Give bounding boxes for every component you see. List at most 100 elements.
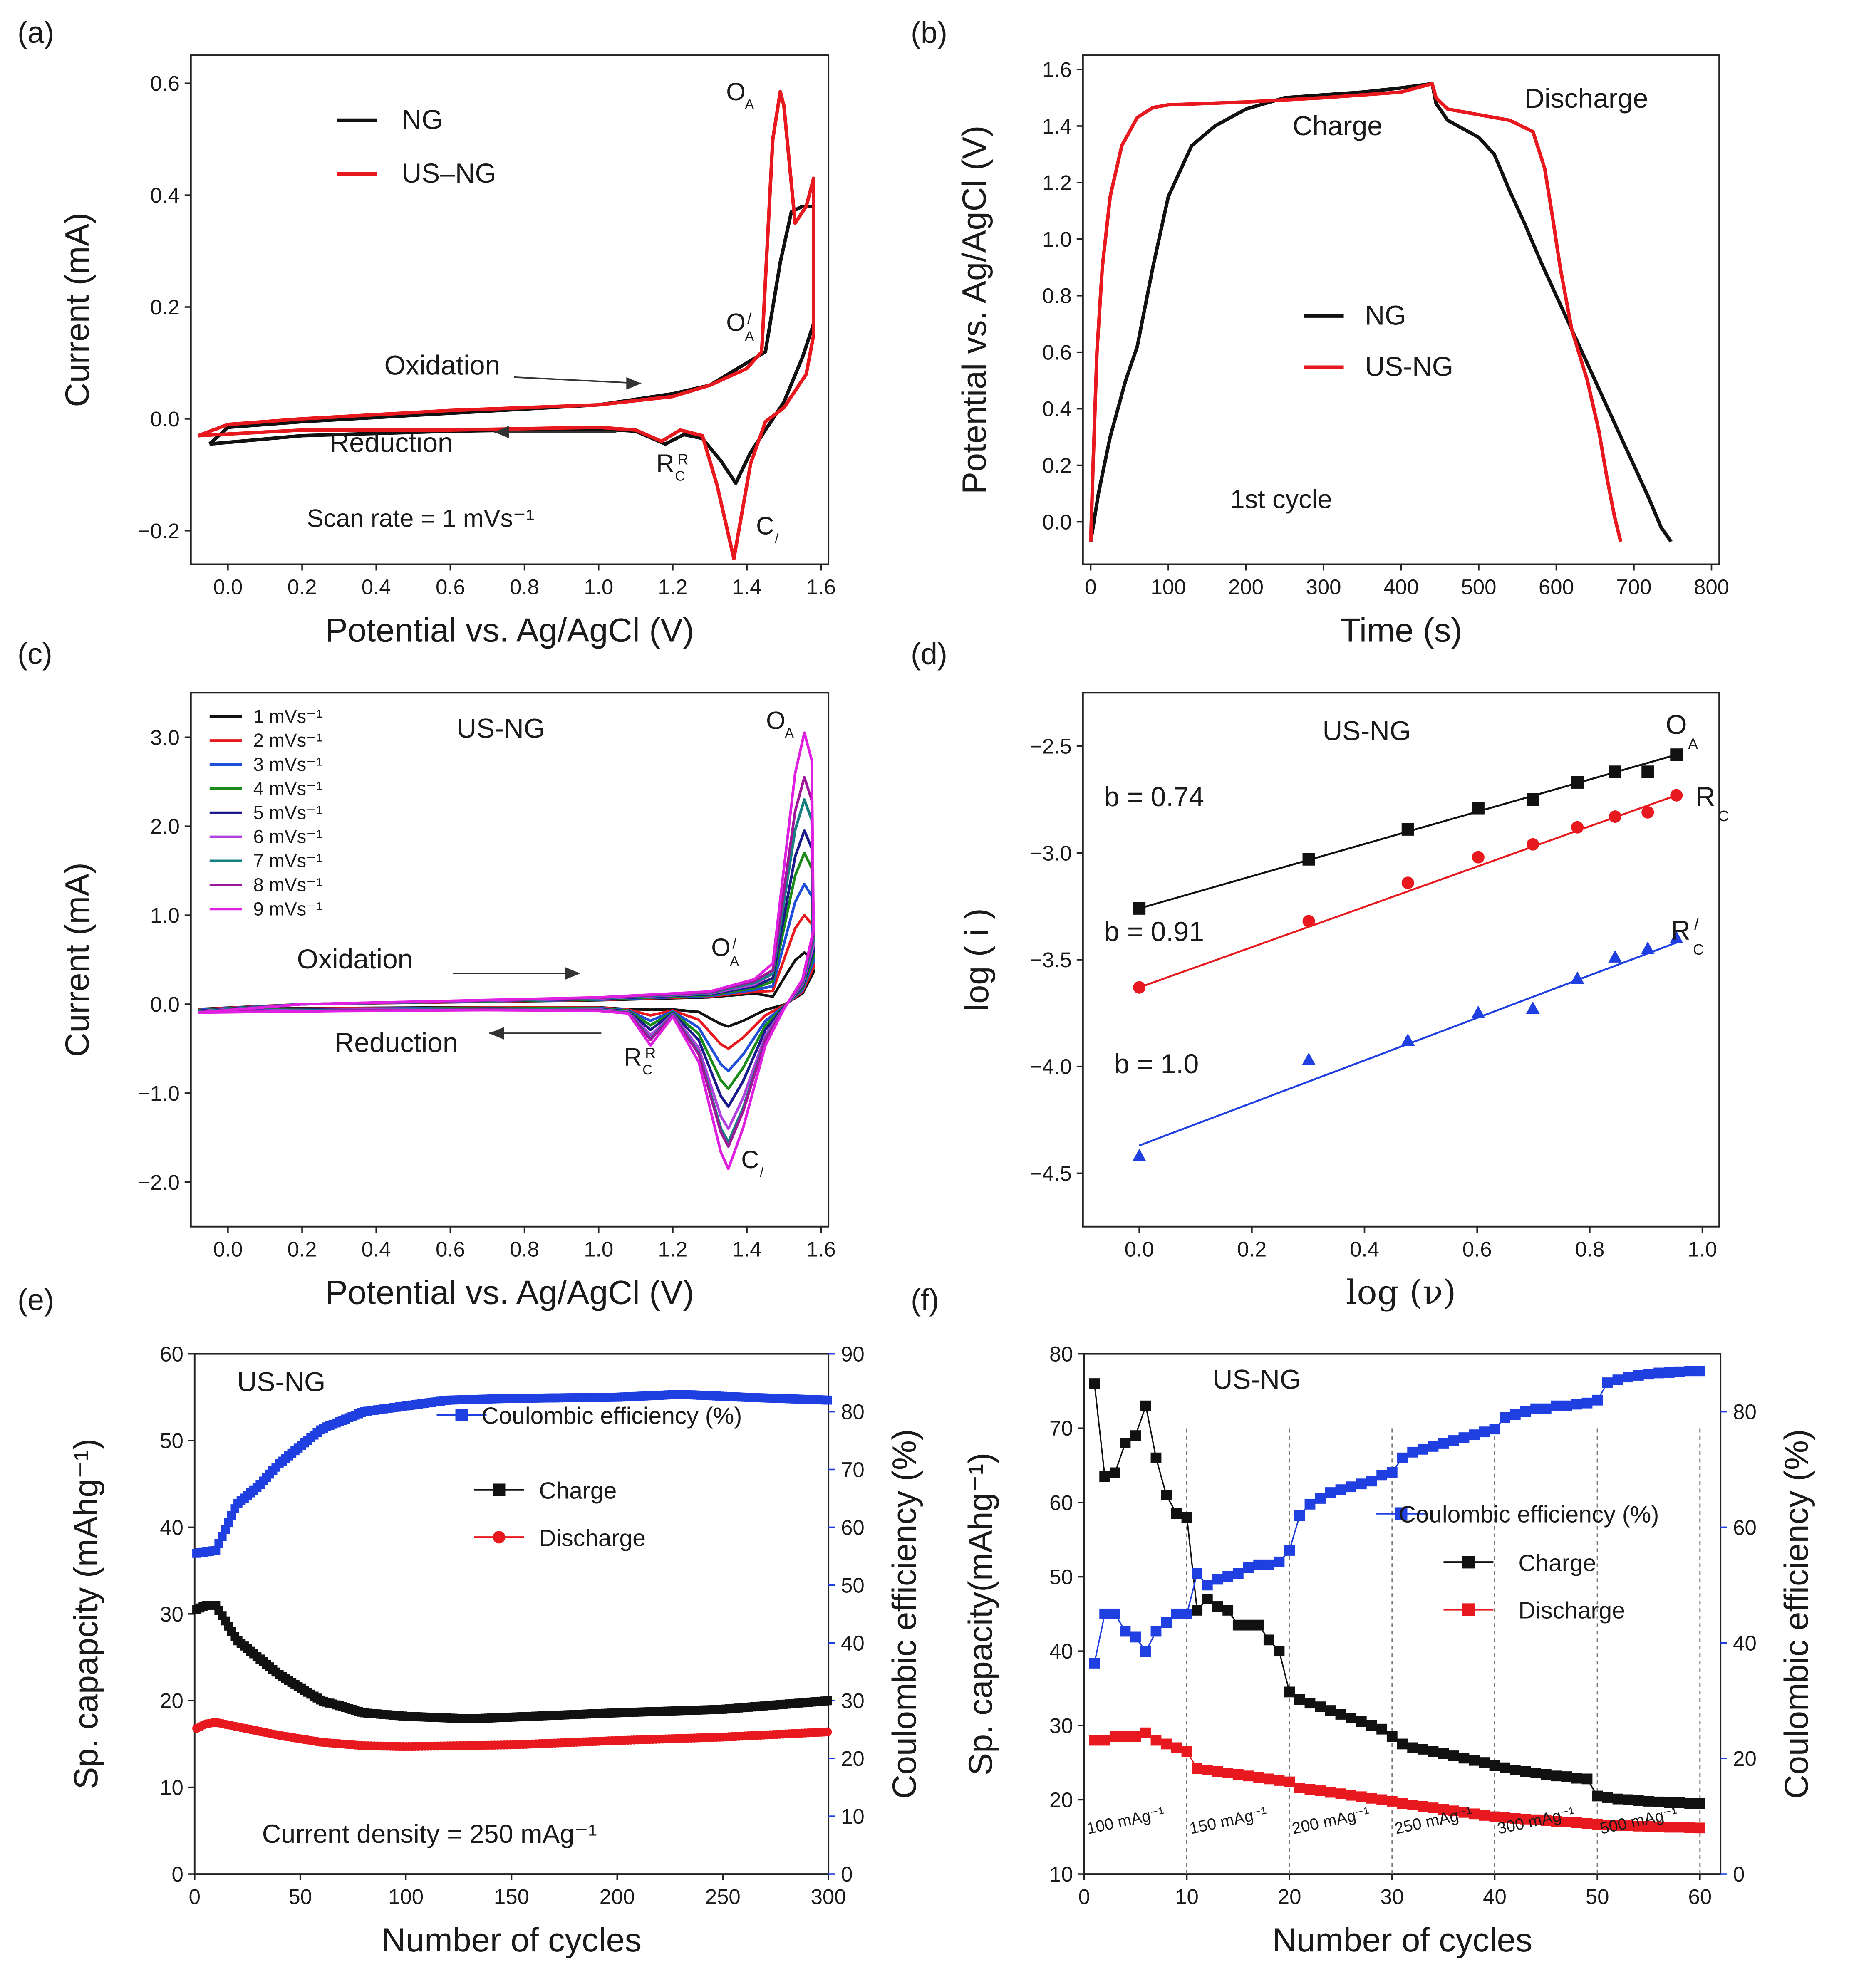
x-tick-label: 40: [1483, 1885, 1507, 1909]
data-point-R_C': [1526, 1001, 1540, 1014]
x-tick-label: 0.0: [213, 1238, 243, 1261]
data-point-Coulombic efficiency (%): [1109, 1608, 1120, 1619]
data-point-Discharge: [1623, 1820, 1634, 1831]
chart-title: US-NG: [1323, 715, 1411, 746]
peak-label-sub: C: [675, 468, 685, 484]
chart-title: US-NG: [1213, 1364, 1301, 1395]
panel-label: (b): [911, 16, 947, 50]
peak-label-sub: /: [732, 935, 736, 952]
x-axis-title: Potential vs. Ag/AgCl (V): [325, 612, 694, 649]
data-point-Coulombic efficiency (%): [1581, 1397, 1593, 1409]
x-tick-label: 100: [388, 1885, 424, 1909]
data-point-R_C': [1669, 931, 1683, 943]
data-point-Discharge: [1428, 1802, 1439, 1813]
data-point-Discharge: [1581, 1818, 1593, 1829]
data-point-Coulombic efficiency (%): [1356, 1478, 1367, 1490]
data-point-Coulombic efficiency (%): [1663, 1367, 1675, 1378]
y-tick-label: −4.0: [1030, 1055, 1072, 1079]
data-point-Discharge: [1592, 1819, 1603, 1830]
data-point-Discharge: [1530, 1814, 1542, 1825]
data-point-Coulombic efficiency (%): [1530, 1403, 1542, 1414]
data-point-Coulombic efficiency (%): [1212, 1574, 1223, 1585]
plot-frame: [1083, 1353, 1722, 1875]
x-tick-label: 0.8: [1575, 1238, 1604, 1261]
data-point-Discharge: [1346, 1790, 1357, 1801]
peak-label: O: [726, 78, 746, 106]
fit-label: b = 0.74: [1104, 781, 1204, 812]
x-tick-label: 200: [1228, 575, 1264, 599]
y-tick-label: −2.5: [1030, 735, 1072, 758]
data-point-Charge: [1540, 1769, 1552, 1780]
y-tick-label: 0.0: [150, 993, 180, 1016]
x-tick-label: 0.2: [288, 1238, 317, 1261]
data-point-Discharge: [1099, 1735, 1110, 1746]
data-point-Discharge: [1243, 1770, 1254, 1782]
peak-label-sub: /: [747, 310, 751, 327]
data-point-Charge: [1181, 1512, 1192, 1523]
data-point-Discharge: [1315, 1785, 1326, 1796]
data-point-Charge: [1120, 1438, 1131, 1448]
data-point-Discharge: [1181, 1746, 1192, 1757]
data-point-R_C: [1609, 810, 1621, 823]
data-point-Charge: [1469, 1755, 1480, 1766]
y2-tick-label: 30: [841, 1689, 865, 1713]
y-tick-label: 0.6: [1042, 341, 1072, 364]
data-point-Charge: [1694, 1798, 1705, 1809]
data-point-Coulombic efficiency (%): [1397, 1452, 1408, 1463]
legend-label: 1 mVs⁻¹: [253, 706, 322, 727]
data-point-Charge: [1520, 1766, 1531, 1777]
data-point-Coulombic efficiency (%): [1684, 1366, 1695, 1377]
data-point-Coulombic efficiency (%): [1643, 1369, 1654, 1380]
data-point-Coulombic efficiency (%): [1253, 1559, 1264, 1570]
data-point-Coulombic efficiency (%): [1623, 1372, 1634, 1383]
y-tick-label: 1.4: [1042, 114, 1072, 138]
data-point-O_A: [1302, 853, 1315, 866]
data-point-Charge: [1407, 1742, 1418, 1753]
data-point-Charge: [1376, 1723, 1388, 1735]
oxidation-arrow-head: [565, 967, 580, 980]
peak-label: R: [624, 1043, 642, 1071]
chart-title: US-NG: [457, 713, 545, 743]
data-point-Coulombic efficiency (%): [1192, 1568, 1203, 1579]
data-point-Charge: [1222, 1605, 1234, 1616]
data-point-Coulombic efficiency (%): [1428, 1441, 1439, 1452]
x-tick-label: 0.6: [436, 1238, 465, 1261]
data-point-Charge: [1592, 1790, 1603, 1802]
data-point-Charge: [1335, 1709, 1346, 1720]
annotation-oxidation: Oxidation: [384, 350, 501, 381]
data-point-Discharge: [1407, 1800, 1418, 1810]
y-axis-title: Current (mA): [59, 213, 96, 407]
data-point-Charge: [1509, 1765, 1521, 1775]
data-point-R_C': [1401, 1033, 1415, 1046]
data-point-Charge: [1192, 1605, 1203, 1616]
data-point-Coulombic efficiency (%): [1571, 1399, 1582, 1410]
legend-label: US–NG: [402, 158, 496, 188]
data-point-Coulombic efficiency (%): [1540, 1403, 1552, 1414]
data-point-Coulombic efficiency (%): [1284, 1545, 1295, 1556]
y-tick-label: 20: [160, 1689, 183, 1713]
panel-label: (e): [17, 1284, 54, 1317]
legend-label: 3 mVs⁻¹: [253, 754, 322, 775]
data-point-Discharge: [1294, 1782, 1305, 1793]
data-point-Coulombic efficiency (%): [1417, 1443, 1428, 1455]
data-point-Coulombic efficiency (%): [1150, 1626, 1162, 1637]
peak-label: R: [656, 450, 674, 478]
data-point-Charge: [1653, 1796, 1665, 1807]
data-point: [823, 1696, 832, 1706]
legend-marker: [455, 1409, 468, 1421]
data-point-Charge: [1140, 1400, 1151, 1411]
x-tick-label: 1.0: [1688, 1238, 1717, 1261]
peak-label-sub: A: [745, 329, 754, 344]
data-point-Charge: [1099, 1471, 1110, 1482]
data-point-Discharge: [1479, 1810, 1490, 1821]
data-point-Charge: [1684, 1798, 1695, 1809]
peak-label: R: [1695, 781, 1715, 812]
y-tick-label: 0.2: [150, 295, 180, 319]
x-tick-label: 100: [1150, 575, 1186, 599]
data-point-Charge: [1294, 1694, 1305, 1705]
y-tick-label: 0.4: [150, 183, 180, 207]
data-point-Discharge: [1684, 1822, 1695, 1833]
y-tick-label: 20: [1049, 1788, 1073, 1812]
data-point-Discharge: [1458, 1807, 1470, 1818]
data-point-Charge: [1417, 1744, 1428, 1755]
